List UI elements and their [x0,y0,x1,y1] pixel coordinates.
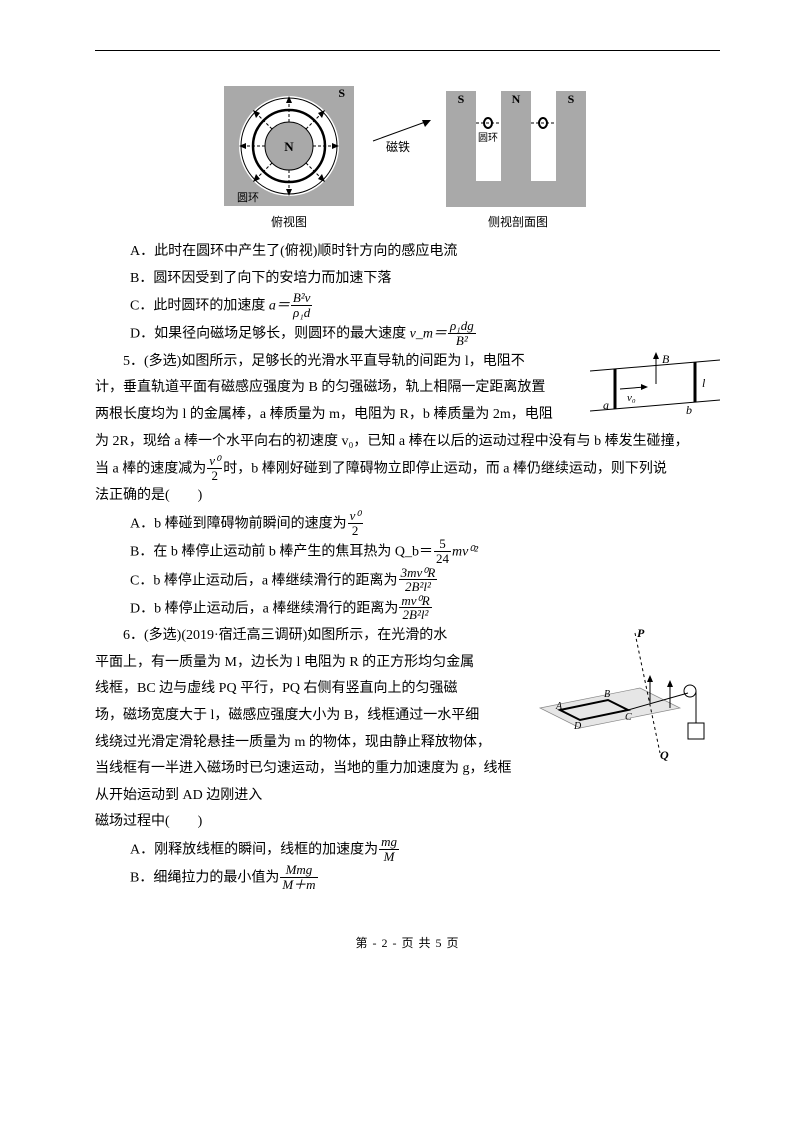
label-ring-right: 圆环 [478,132,498,144]
label-ring-left: 圆环 [237,191,259,204]
q5-label-v0: v₀ [627,392,636,404]
q4-D-num: ρ₁dg [448,319,476,334]
q5-opt-B: B．在 b 棒停止运动前 b 棒产生的焦耳热为 Q_b＝524mv⁰² [95,538,720,566]
page: N S 圆环 俯视图 磁铁 S N S 圆环 侧视剖面图 [0,0,800,1132]
figure-top-view: N S 圆环 俯视图 [219,81,364,231]
q6-B-den: M＋m [280,878,317,892]
q6-A-frac: mgM [379,835,399,863]
q4-C-pre: C．此时圆环的加速度 [130,299,269,314]
q4-options: A．此时在圆环中产生了(俯视)顺时针方向的感应电流 B．圆环因受到了向下的安培力… [95,239,720,349]
q4-opt-C: C．此时圆环的加速度 a＝B²vρ₁d [95,292,720,320]
q4-C-den: ρ₁d [291,306,313,320]
q6-opt-B: B．细绳拉力的最小值为MmgM＋m [95,864,720,892]
q4-C-num: B²v [291,291,313,306]
q5-stem5-den: 2 [207,469,222,483]
figure-side-view: S N S 圆环 侧视剖面图 [441,81,596,231]
q5: B l a b v₀ 5．(多选)如图所示，足够长的光滑水平直导轨的间距为 l，… [95,349,720,623]
q5-stem5-frac: v⁰2 [207,454,222,482]
q5-C-frac: 3mv⁰R2B²l² [399,566,438,594]
q6-label-D: D [573,721,582,732]
q5-label-b: b [686,403,692,417]
q6-B-pre: B．细绳拉力的最小值为 [130,871,279,886]
q4-opt-B: B．圆环因受到了向下的安培力而加速下落 [95,266,720,293]
label-S1: S [458,92,465,106]
q6-B-frac: MmgM＋m [280,863,317,891]
q6: P Q B A C D 6．(多选)(2019·宿迁高三调研)如图所示，在光滑的… [95,623,720,892]
q5-D-num: mv⁰R [399,594,431,609]
q5-D-frac: mv⁰R2B²l² [399,594,431,622]
q4-D-den: B² [448,334,476,348]
q5-C-pre: C．b 棒停止运动后，a 棒继续滑行的距离为 [130,573,398,588]
q6-label-A: A [555,701,563,712]
q5-stem6: 法正确的是( ) [95,483,720,510]
q6-figure: P Q B A C D [530,623,720,763]
page-footer: 第 - 2 - 页 共 5 页 [95,932,720,955]
q5-C-den: 2B²l² [399,580,438,594]
q6-label-Q: Q [660,748,669,762]
q6-A-num: mg [379,835,399,850]
q5-B-num: 5 [434,537,451,552]
top-rule [95,50,720,51]
q5-stem4: 为 2R，现给 a 棒一个水平向右的初速度 v₀，已知 a 棒在以后的运动过程中… [95,429,720,456]
q5-opt-C: C．b 棒停止运动后，a 棒继续滑行的距离为3mv⁰R2B²l² [95,567,720,595]
figure-top: N S 圆环 俯视图 磁铁 S N S 圆环 侧视剖面图 [95,81,720,231]
q6-label-B: B [604,689,610,700]
q6-label-C: C [625,712,632,723]
q5-stem5-num: v⁰ [207,454,222,469]
q5-B-post: mv⁰² [452,545,478,560]
label-magnet: 磁铁 [385,139,409,154]
q4-D-pre: D．如果径向磁场足够长，则圆环的最大速度 [130,327,410,342]
q5-B-frac: 524 [434,537,451,565]
q6-stem7: 磁场过程中( ) [95,809,720,836]
q6-A-pre: A．刚释放线框的瞬间，线框的加速度为 [130,842,378,857]
q5-B-pre: B．在 b 棒停止运动前 b 棒产生的焦耳热为 Q_b＝ [130,545,433,560]
label-N: N [284,139,294,154]
figure-connector: 磁铁 [368,81,438,231]
q4-opt-A: A．此时在圆环中产生了(俯视)顺时针方向的感应电流 [95,239,720,266]
q4-D-eq: v_m＝ [410,327,447,342]
q5-B-den: 24 [434,552,451,566]
q6-label-P: P [637,626,645,640]
q5-opt-D: D．b 棒停止运动后，a 棒继续滑行的距离为mv⁰R2B²l² [95,595,720,623]
q4-C-frac: B²vρ₁d [291,291,313,319]
q6-A-den: M [379,850,399,864]
label-S2: S [568,92,575,106]
q4-opt-D: D．如果径向磁场足够长，则圆环的最大速度 v_m＝ρ₁dgB² [95,320,720,348]
q5-label-l: l [702,376,706,390]
q4-D-frac: ρ₁dgB² [448,319,476,347]
q5-A-num: v⁰ [348,509,363,524]
caption-side-view: 侧视剖面图 [488,214,548,229]
q5-A-frac: v⁰2 [348,509,363,537]
q5-D-den: 2B²l² [399,608,431,622]
q6-opt-A: A．刚释放线框的瞬间，线框的加速度为mgM [95,836,720,864]
q5-C-num: 3mv⁰R [399,566,438,581]
q5-A-den: 2 [348,524,363,538]
q6-B-num: Mmg [280,863,317,878]
q5-opt-A: A．b 棒碰到障碍物前瞬间的速度为v⁰2 [95,510,720,538]
q5-D-pre: D．b 棒停止运动后，a 棒继续滑行的距离为 [130,601,398,616]
label-S: S [338,86,345,100]
q5-stem5: 当 a 棒的速度减为v⁰2时，b 棒刚好碰到了障碍物立即停止运动，而 a 棒仍继… [95,455,720,483]
q5-stem5-post: 时，b 棒刚好碰到了障碍物立即停止运动，而 a 棒仍继续运动，则下列说 [223,461,667,476]
q5-A-pre: A．b 棒碰到障碍物前瞬间的速度为 [130,516,347,531]
q4-C-eq: a＝ [269,299,290,314]
caption-top-view: 俯视图 [271,214,307,229]
q6-stem6: 当线框有一半进入磁场时已匀速运动，当地的重力加速度为 g，线框从开始运动到 AD… [95,756,720,809]
q5-label-B: B [662,352,670,366]
label-N2: N [512,92,521,106]
q5-figure: B l a b v₀ [590,349,720,419]
q5-stem5-pre: 当 a 棒的速度减为 [95,461,206,476]
q5-label-a: a [603,398,609,412]
